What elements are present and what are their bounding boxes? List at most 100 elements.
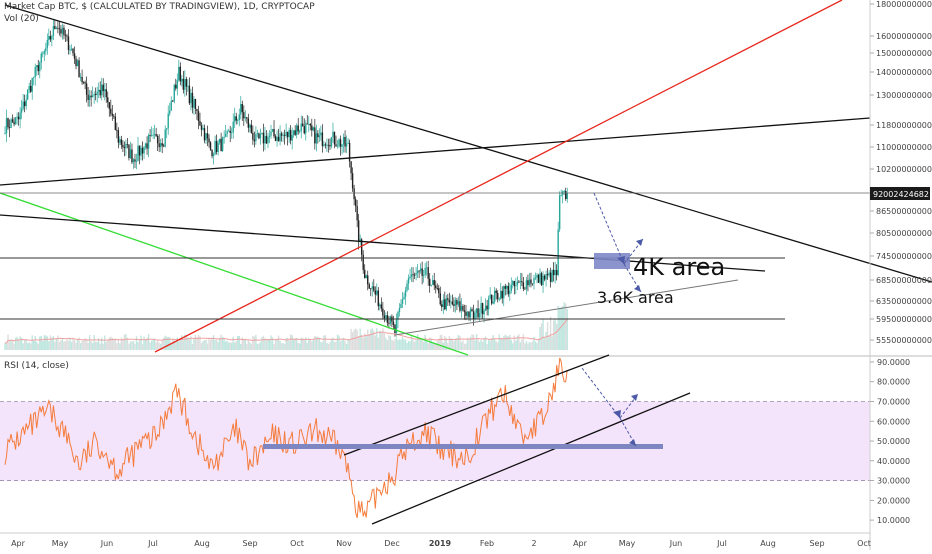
candle-body-290: [442, 299, 445, 307]
volume-bar-341: [519, 342, 522, 350]
candle-body-261: [398, 308, 401, 313]
candle-body-68: [107, 97, 109, 103]
candle-body-110: [170, 100, 172, 111]
volume-bar-237: [362, 337, 364, 350]
candle-body-319: [486, 305, 488, 310]
price-axis[interactable]: 180000000000 160000000000 150000000000 1400…: [870, 0, 932, 345]
volume-bar-320: [487, 339, 490, 350]
volume-bar-71: [111, 337, 114, 350]
volume-bar-328: [500, 337, 502, 350]
candle-body-48: [76, 60, 79, 66]
volume-bar-14: [25, 339, 27, 350]
candle-body-36: [58, 28, 61, 30]
rsi-arrow-heads: [613, 394, 638, 446]
candle-body-114: [176, 80, 178, 89]
candle-body-346: [527, 280, 529, 286]
candle-body-2: [7, 118, 9, 128]
candle-body-281: [428, 278, 431, 286]
volume-bar-28: [46, 336, 49, 350]
candle-body-332: [506, 285, 508, 289]
volume-bar-206: [315, 336, 318, 350]
candle-body-244: [373, 286, 375, 291]
volume-bar-292: [445, 338, 448, 350]
volume-bar-340: [518, 334, 520, 350]
candle-body-209: [320, 132, 322, 136]
volume-bar-294: [448, 336, 451, 350]
volume-bar-144: [221, 336, 224, 350]
candle-body-366: [557, 229, 559, 276]
volume-bar-244: [373, 330, 375, 350]
candle-body-189: [289, 130, 292, 141]
volume-bar-207: [317, 336, 319, 350]
volume-bar-58: [91, 342, 94, 350]
candle-body-270: [412, 274, 414, 276]
candle-body-201: [308, 123, 310, 125]
candle-body-266: [406, 283, 408, 291]
volume-bar-114: [176, 337, 178, 350]
volume-bar-255: [389, 335, 392, 350]
volume-bar-311: [474, 340, 476, 350]
volume-bar-152: [234, 342, 236, 350]
volume-bar-133: [205, 339, 207, 350]
volume-bar-54: [85, 339, 88, 350]
volume-bar-306: [466, 338, 469, 350]
volume-bar-226: [345, 343, 348, 350]
candle-body-310: [472, 311, 475, 319]
rsi-tick-label-0: 90.0000: [877, 358, 910, 367]
candle-body-217: [332, 131, 334, 138]
candle-body-174: [267, 137, 269, 144]
volume-bar-43: [69, 337, 71, 350]
volume-bar-348: [530, 342, 532, 350]
volume-bar-313: [477, 339, 479, 350]
candle-body-30: [49, 36, 52, 40]
candle-body-220: [336, 145, 339, 147]
candle-body-20: [34, 66, 36, 78]
candle-body-305: [465, 312, 467, 316]
candle-body-302: [460, 305, 463, 311]
candle-body-349: [531, 283, 534, 285]
volume-bar-293: [447, 343, 449, 350]
volume-bar-9: [17, 340, 20, 350]
candle-body-117: [181, 78, 183, 82]
candle-body-296: [451, 301, 454, 305]
price-tick-label-1: 160000000000: [876, 32, 932, 41]
candle-body-178: [273, 129, 275, 137]
candle-body-23: [39, 62, 41, 72]
last-value-badge: [870, 187, 930, 200]
candle-body-10: [19, 112, 21, 120]
candle-body-303: [462, 305, 464, 311]
candle-body-85: [132, 159, 135, 163]
time-tick-label-14: Jun: [669, 539, 683, 548]
volume-bar-32: [52, 336, 55, 350]
candle-body-372: [566, 193, 568, 199]
candle-body-232: [354, 199, 357, 207]
volume-bar-47: [75, 342, 77, 350]
candle-body-78: [122, 144, 124, 148]
candle-body-99: [153, 134, 156, 135]
volume-bar-262: [400, 339, 402, 350]
time-tick-label-17: Sep: [809, 539, 824, 548]
volume-bar-165: [253, 336, 256, 350]
volume-bar-330: [503, 336, 505, 350]
volume-bar-259: [395, 335, 398, 350]
time-axis[interactable]: Apr May Jun Jul Aug Sep Oct Nov Dec 2019 Feb 2 Apr Ma…: [11, 539, 871, 548]
candle-body-141: [217, 142, 219, 153]
candle-body-340: [518, 281, 520, 283]
volume-bar-78: [122, 339, 124, 350]
candle-body-55: [87, 94, 89, 100]
volume-bar-216: [330, 339, 333, 350]
volume-bar-90: [140, 335, 142, 350]
price-tick-label-10: 80500000000: [876, 229, 932, 238]
candle-body-215: [329, 145, 331, 147]
rsi-axis[interactable]: 90.0000 80.0000 70.0000 60.0000 50.0000 40.00…: [870, 358, 910, 525]
candle-body-238: [364, 269, 366, 279]
volume-bar-23: [39, 336, 41, 350]
volume-bar-177: [271, 337, 274, 350]
volume-bar-172: [264, 338, 266, 350]
volume-bar-169: [259, 341, 262, 350]
candle-body-294: [448, 299, 451, 303]
volume-bar-349: [531, 341, 534, 350]
candle-body-181: [277, 136, 280, 142]
time-tick-label-8: Dec: [384, 539, 399, 548]
